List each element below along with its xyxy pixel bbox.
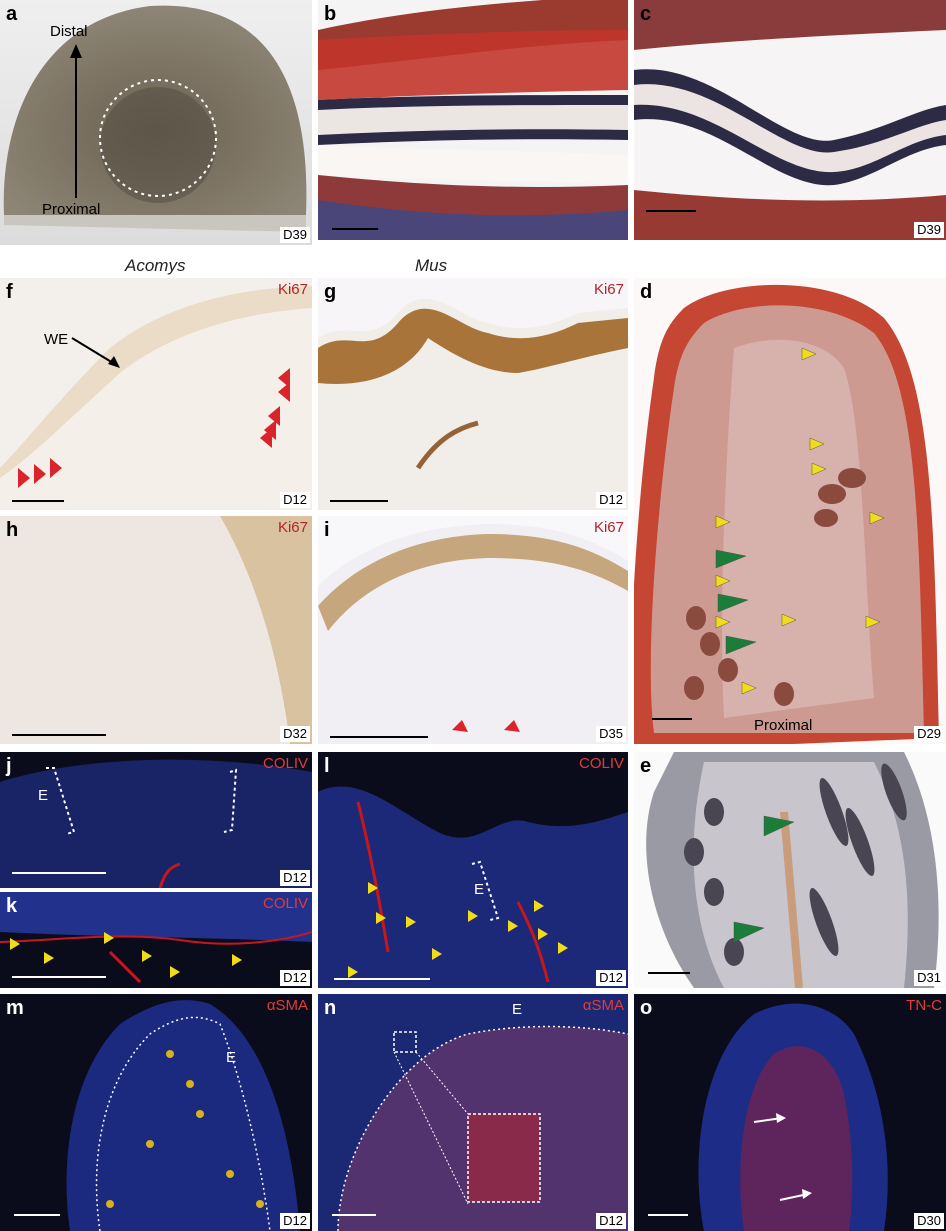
scale-bar-o: [648, 1214, 688, 1216]
panel-d: d Proximal D29: [634, 278, 946, 744]
panel-h-image: [0, 516, 312, 744]
panel-k-stain: COLIV: [262, 895, 308, 912]
panel-e-letter: e: [640, 755, 652, 777]
scale-bar-g: [330, 500, 388, 502]
panel-f-day: D12: [280, 491, 310, 508]
scale-bar-c: [646, 210, 696, 212]
panel-l-day: D12: [596, 969, 626, 986]
panel-o-image: [698, 1003, 888, 1231]
panel-j-stain: COLIV: [262, 755, 308, 772]
panel-o-letter: o: [640, 997, 653, 1019]
panel-j-day: D12: [280, 869, 310, 886]
panel-m-letter: m: [6, 997, 24, 1019]
panel-j-letter: j: [6, 755, 12, 777]
panel-f-letter: f: [6, 281, 13, 303]
panel-i-day: D35: [596, 725, 626, 742]
panel-f-stain: Ki67: [277, 281, 308, 298]
panel-c: c D39: [634, 0, 946, 240]
panel-b-image: [318, 0, 628, 240]
panel-i-letter: i: [324, 519, 330, 541]
panel-a: a Distal Proximal D39: [0, 0, 312, 245]
panel-h-letter: h: [6, 519, 19, 541]
panel-b-letter: b: [324, 3, 337, 25]
panel-d-day: D29: [914, 725, 944, 742]
panel-l-stain: COLIV: [578, 755, 624, 772]
panel-i-image: [318, 516, 628, 732]
panel-l: l COLIV E D12: [318, 752, 628, 988]
label-e-m: E: [226, 1049, 237, 1066]
label-e-n: E: [512, 1001, 523, 1018]
label-proximal: Proximal: [42, 201, 101, 218]
panel-g-stain: Ki67: [593, 281, 624, 298]
panel-h-day: D32: [280, 725, 310, 742]
panel-k: k COLIV D12: [0, 892, 312, 988]
panel-j: j COLIV E D12: [0, 752, 312, 888]
scale-bar-e: [648, 972, 690, 974]
panel-n-letter: n: [324, 997, 337, 1019]
panel-k-day: D12: [280, 969, 310, 986]
label-distal: Distal: [50, 23, 88, 40]
panel-e-day: D31: [914, 969, 944, 986]
scale-bar-k: [12, 976, 106, 978]
panel-f-image: [0, 286, 312, 510]
panel-m-stain: αSMA: [266, 997, 308, 1014]
panel-o: o TN-C D30: [634, 994, 946, 1231]
scale-bar-i: [330, 736, 428, 738]
label-e-l: E: [474, 881, 485, 898]
scale-bar-j: [12, 872, 106, 874]
label-e-j: E: [38, 787, 49, 804]
panel-a-letter: a: [6, 3, 18, 25]
panel-c-letter: c: [640, 3, 652, 25]
panel-h-stain: Ki67: [277, 519, 308, 536]
scale-bar-b: [332, 228, 378, 230]
scale-bar-m: [14, 1214, 60, 1216]
panel-l-letter: l: [324, 755, 330, 777]
panel-n-stain: αSMA: [582, 997, 624, 1014]
panel-m-day: D12: [280, 1212, 310, 1229]
panel-b: b: [318, 0, 628, 240]
panel-k-letter: k: [6, 895, 18, 917]
scale-bar-l: [334, 978, 430, 980]
panel-h: h Ki67 D32: [0, 516, 312, 744]
panel-d-letter: d: [640, 281, 653, 303]
panel-n: n αSMA E D12: [318, 994, 628, 1231]
panel-n-day: D12: [596, 1212, 626, 1229]
panel-i-stain: Ki67: [593, 519, 624, 536]
panel-d-image: [634, 284, 939, 744]
scale-bar-d: [652, 718, 692, 720]
panel-j-image: [0, 759, 312, 888]
panel-k-image: [0, 892, 312, 984]
label-proximal-d: Proximal: [754, 717, 813, 734]
panel-i: i Ki67 D35: [318, 516, 628, 744]
panel-m-image: [66, 1000, 300, 1231]
label-we: WE: [44, 331, 69, 348]
scale-bar-n: [332, 1214, 376, 1216]
panel-a-image: [3, 5, 307, 232]
panel-g: g Ki67 D12: [318, 278, 628, 510]
panel-o-day: D30: [914, 1212, 944, 1229]
panel-n-image: [318, 994, 628, 1231]
header-acomys: Acomys: [125, 256, 186, 275]
panel-l-image: [318, 786, 628, 988]
panel-g-letter: g: [324, 281, 337, 303]
panel-g-image: [318, 278, 628, 470]
scale-bar-h: [12, 734, 106, 736]
panel-f: f Ki67 WE D12: [0, 278, 312, 510]
scale-bar-f: [12, 500, 64, 502]
panel-g-day: D12: [596, 491, 626, 508]
panel-e: e D31: [634, 752, 946, 988]
panel-e-image: [646, 752, 939, 988]
header-mus: Mus: [415, 256, 448, 275]
panel-c-image: [634, 0, 946, 240]
panel-a-day: D39: [280, 226, 310, 243]
panel-m: m αSMA E D12: [0, 994, 312, 1231]
panel-c-day: D39: [914, 221, 944, 238]
panel-o-stain: TN-C: [906, 997, 942, 1014]
